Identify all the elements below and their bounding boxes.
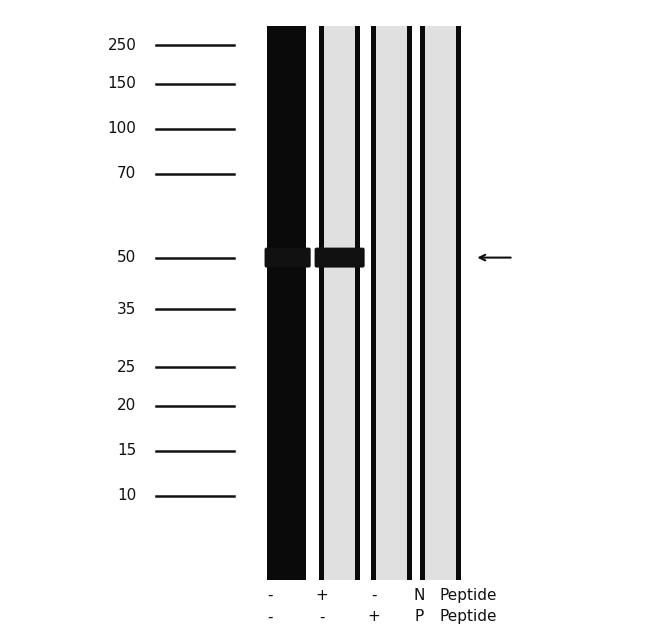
FancyBboxPatch shape <box>265 248 311 268</box>
Text: N: N <box>413 588 425 603</box>
Text: -: - <box>267 588 272 603</box>
Bar <box>407 26 412 580</box>
Text: 50: 50 <box>117 250 136 265</box>
Text: Peptide: Peptide <box>439 588 497 603</box>
FancyBboxPatch shape <box>315 248 365 268</box>
Text: 150: 150 <box>108 76 136 91</box>
Bar <box>420 26 425 580</box>
Bar <box>456 26 461 580</box>
Text: -: - <box>371 588 376 603</box>
Text: +: + <box>367 609 380 625</box>
Text: +: + <box>315 588 328 603</box>
Bar <box>371 26 376 580</box>
Text: 25: 25 <box>117 359 136 375</box>
Text: 70: 70 <box>117 166 136 182</box>
Text: P: P <box>415 609 424 625</box>
Text: 35: 35 <box>117 301 136 317</box>
Text: 100: 100 <box>108 121 136 137</box>
Bar <box>324 26 355 580</box>
Text: 250: 250 <box>108 37 136 53</box>
Text: 15: 15 <box>117 443 136 459</box>
Bar <box>266 26 306 580</box>
Bar <box>319 26 324 580</box>
Bar <box>376 26 407 580</box>
Bar <box>355 26 360 580</box>
Text: 10: 10 <box>117 488 136 504</box>
Bar <box>425 26 456 580</box>
Text: -: - <box>267 609 272 625</box>
Text: -: - <box>319 609 324 625</box>
Text: 20: 20 <box>117 398 136 413</box>
Text: Peptide: Peptide <box>439 609 497 625</box>
